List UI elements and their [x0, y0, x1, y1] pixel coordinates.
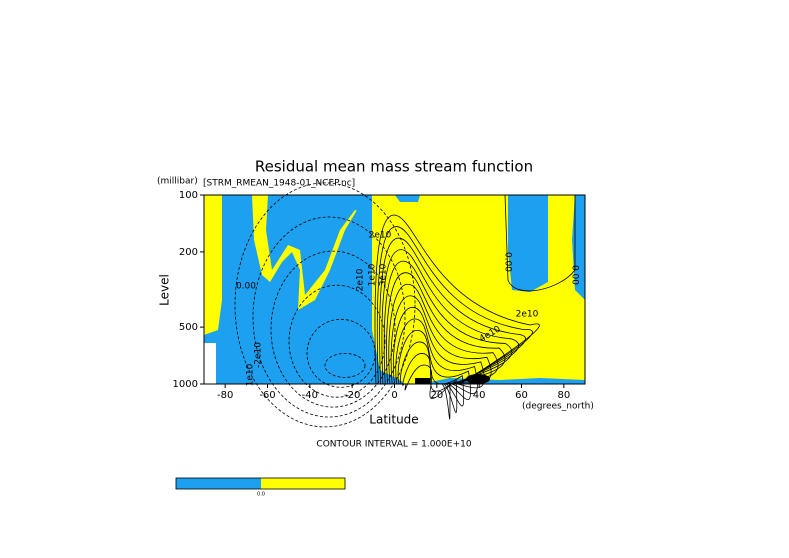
negative-region [266, 195, 372, 295]
contour-line [504, 194, 576, 292]
contour-label: 1e10 [368, 263, 378, 286]
contour-line [234, 182, 416, 428]
x-tick-label: 0 [391, 390, 397, 401]
contour-line [393, 306, 485, 389]
contour-label: 0.00 [570, 265, 580, 285]
colorbar-frame [175, 477, 346, 490]
y-units: (millibar) [157, 177, 198, 187]
contour-line [252, 216, 406, 418]
contour-line [397, 329, 471, 400]
negative-region [548, 195, 585, 300]
y-axis-label: Level [158, 274, 172, 306]
x-tick-label: 40 [473, 390, 486, 401]
contour-line [386, 272, 506, 385]
contour-line [379, 237, 527, 385]
x-tick-label: -20 [344, 390, 360, 401]
contour-line [270, 250, 396, 408]
contour-line [324, 352, 366, 378]
contour-core [466, 374, 490, 384]
contour-line [404, 364, 451, 420]
y-tick-label: 100 [179, 190, 198, 201]
colorbar: 0.0 [175, 477, 346, 498]
x-tick-label: -80 [217, 390, 233, 401]
chart-subtitle: [STRM_RMEAN_1948-01_NCEP.nc] [203, 179, 355, 189]
contour-line [288, 284, 386, 398]
x-tick-label: 80 [557, 390, 570, 401]
contour-line [374, 214, 540, 385]
contour-line [376, 226, 533, 385]
contour-label: 0.00 [236, 282, 256, 292]
chart-title: Residual mean mass stream function [255, 158, 533, 176]
x-tick-label: 20 [430, 390, 443, 401]
contour-line [395, 318, 478, 394]
negative-region [508, 195, 548, 292]
contour-label: 2e10 [516, 310, 539, 320]
contour-line [400, 341, 465, 407]
x-tick-label: -40 [302, 390, 318, 401]
negative-region [395, 195, 420, 202]
colorbar-positive [261, 478, 345, 489]
x-units: (degrees_north) [522, 402, 594, 412]
contour-line [402, 353, 458, 413]
contour-label: -2e10 [254, 342, 264, 368]
contour-label: 2e10 [369, 231, 392, 241]
contour-label: 3e10 [379, 263, 389, 286]
missing-region [204, 343, 216, 384]
contour-line [383, 260, 513, 385]
y-tick-label: 1000 [173, 379, 198, 390]
contour-core [415, 378, 430, 384]
y-tick-label: 500 [179, 322, 198, 333]
contour-line [381, 249, 520, 385]
contour-interval: CONTOUR INTERVAL = 1.000E+10 [316, 440, 471, 450]
x-tick-label: -60 [259, 390, 275, 401]
contour-label: 0.00 [503, 252, 513, 272]
colorbar-label: 0.0 [257, 492, 265, 498]
y-tick-label: 200 [179, 247, 198, 258]
x-axis-label: Latitude [369, 413, 418, 427]
x-tick-label: 60 [515, 390, 528, 401]
colorbar-negative [176, 478, 261, 489]
contour-label: 2e10 [356, 268, 366, 291]
contour-label: 1e10 [246, 363, 256, 386]
